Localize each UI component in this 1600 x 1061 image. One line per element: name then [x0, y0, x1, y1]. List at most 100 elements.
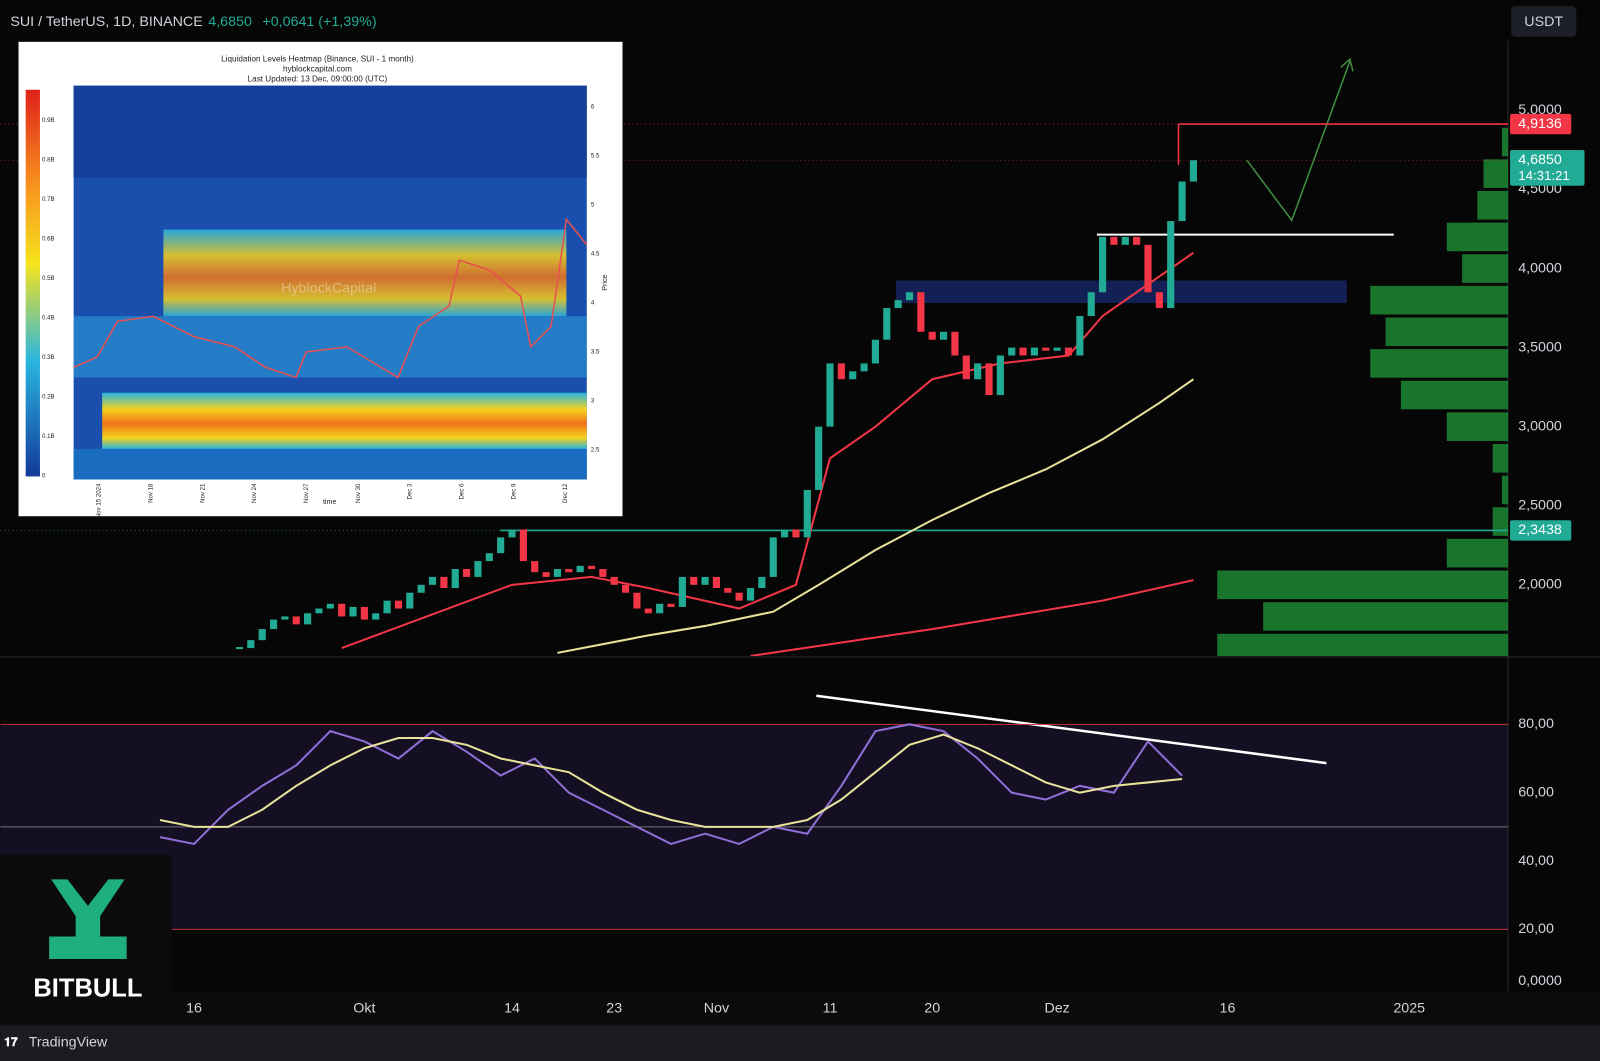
- colorbar-label: 0: [42, 472, 46, 479]
- colorbar-label: 0.7B: [42, 196, 55, 203]
- candle: [428, 576, 437, 585]
- candle: [553, 569, 562, 577]
- level-label: 4,9136: [1518, 116, 1562, 132]
- candle: [1178, 181, 1186, 222]
- inset-price: 2.5: [591, 447, 600, 454]
- y-tick-label: 2,5000: [1518, 498, 1562, 514]
- arrow-head: [1340, 57, 1354, 72]
- volume-bar: [1370, 349, 1509, 378]
- candle: [940, 331, 948, 340]
- zone: [895, 280, 1347, 303]
- candle: [587, 565, 596, 570]
- volume-bar: [1217, 633, 1509, 656]
- inset-price: 5.5: [591, 153, 600, 160]
- footer-bar: [0, 1025, 1600, 1061]
- candle: [451, 569, 459, 588]
- inset-site: hyblockcapital.com: [283, 65, 352, 74]
- candle: [917, 292, 925, 332]
- candle: [724, 587, 732, 593]
- rsi-pane: [0, 723, 1509, 930]
- candle: [349, 606, 357, 617]
- candle: [985, 363, 993, 396]
- inset-date: Dec 6: [459, 483, 466, 500]
- inset-price: 6: [591, 104, 595, 111]
- colorbar-label: 0.8B: [42, 156, 55, 163]
- colorbar-label: 0.1B: [42, 433, 55, 440]
- volume-bar: [1400, 380, 1509, 410]
- candle: [792, 529, 800, 538]
- x-tick-label: Dez: [1044, 1001, 1069, 1017]
- inset-price: 3.5: [591, 349, 600, 356]
- heatmap-region: [73, 316, 587, 378]
- volume-bar: [1477, 190, 1509, 220]
- level-tag: [1510, 113, 1572, 135]
- candle: [1155, 292, 1163, 309]
- candle: [406, 592, 414, 609]
- volume-bar: [1446, 412, 1509, 441]
- volume-bar: [1446, 222, 1509, 252]
- candle: [974, 363, 982, 380]
- candle: [667, 603, 675, 607]
- candle: [951, 331, 959, 356]
- candle: [905, 292, 914, 301]
- volume-bar: [1483, 159, 1509, 188]
- currency[interactable]: USDT: [1524, 14, 1563, 30]
- x-tick-label: Okt: [353, 1001, 375, 1017]
- inset-x-label: time: [323, 498, 336, 506]
- y-tick-label: 20,00: [1518, 921, 1554, 937]
- logo-mark: [49, 879, 127, 959]
- candle: [1189, 160, 1198, 182]
- candle: [1042, 347, 1050, 351]
- candle: [690, 576, 698, 585]
- y-tick-label: 80,00: [1518, 716, 1554, 732]
- candle: [1144, 244, 1152, 293]
- candle: [610, 576, 618, 585]
- candle: [292, 616, 300, 625]
- colorbar: [25, 89, 40, 477]
- candle: [1133, 236, 1141, 245]
- volume-bar: [1370, 285, 1509, 315]
- candle: [803, 489, 811, 538]
- candle: [474, 561, 482, 577]
- rsi-line: [159, 733, 1183, 828]
- candle: [781, 529, 789, 538]
- candle: [644, 608, 652, 614]
- candle: [701, 576, 709, 585]
- heatmap-inset: Liquidation Levels Heatmap (Binance, SUI…: [18, 41, 623, 518]
- candle: [1064, 347, 1073, 356]
- candle: [542, 572, 550, 577]
- time-axis: [0, 991, 1600, 1026]
- y-tick-label: 60,00: [1518, 784, 1554, 800]
- candle: [826, 363, 834, 427]
- last-tag: [1510, 150, 1585, 186]
- colorbar-label: 0.9B: [42, 117, 55, 124]
- candle: [326, 603, 334, 609]
- candle: [281, 616, 289, 620]
- candle: [656, 603, 664, 614]
- price-change: +0,0641 (+1,39%): [262, 14, 376, 30]
- candle: [712, 576, 721, 588]
- x-tick-label: Nov: [704, 1001, 730, 1017]
- moving-average: [750, 579, 1194, 656]
- x-tick-label: 11: [823, 1001, 838, 1017]
- x-tick-label: 16: [186, 1001, 202, 1017]
- volume-bar: [1217, 570, 1509, 600]
- candle: [894, 300, 902, 309]
- currency-button[interactable]: [1511, 6, 1577, 37]
- candle: [1087, 292, 1095, 316]
- candle: [1019, 347, 1027, 356]
- candle: [383, 600, 391, 614]
- candle: [735, 592, 743, 601]
- candle: [338, 603, 346, 617]
- price-pane: [235, 123, 1509, 656]
- volume-bar: [1263, 602, 1509, 631]
- candle: [304, 613, 312, 625]
- colorbar-label: 0.5B: [42, 275, 55, 282]
- footer-brand: TradingView: [29, 1034, 108, 1050]
- inset-date: Nov 24: [251, 483, 258, 503]
- candle: [996, 355, 1004, 396]
- axes: 16 Okt 14 23 Nov 11 20 Dez 16 20255,00004,50004,0…: [0, 102, 1585, 1017]
- candle: [1167, 221, 1175, 309]
- volume-bar: [1385, 317, 1509, 347]
- last-label: 4,6850: [1518, 152, 1562, 168]
